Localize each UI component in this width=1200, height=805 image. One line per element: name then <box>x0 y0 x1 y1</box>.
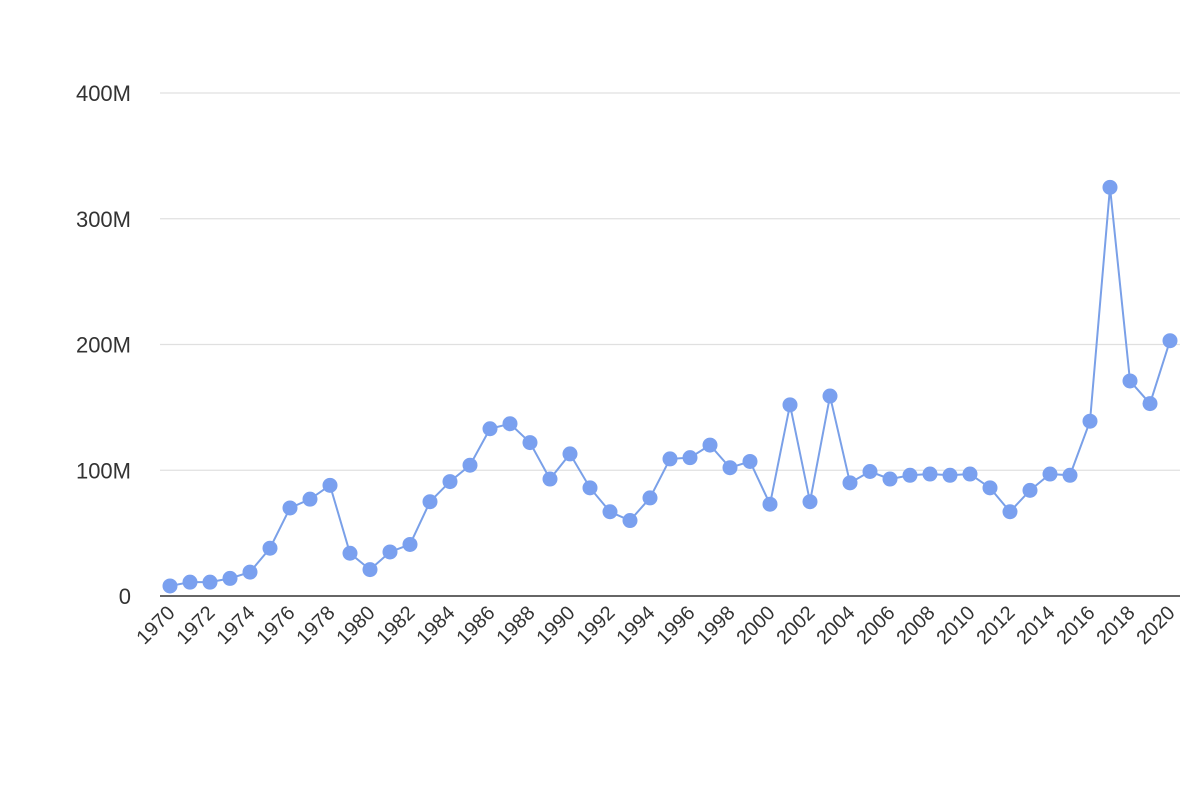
y-tick-label: 0 <box>119 584 131 609</box>
x-tick-label: 2012 <box>973 602 1020 649</box>
data-point-1977[interactable] <box>302 491 318 507</box>
y-tick-label: 400M <box>76 81 131 106</box>
gridlines <box>160 92 1180 471</box>
data-point-2016[interactable] <box>1082 413 1098 429</box>
y-tick-label: 100M <box>76 458 131 483</box>
data-points <box>162 179 1178 594</box>
data-point-1986[interactable] <box>482 421 498 437</box>
data-point-1972[interactable] <box>202 574 218 590</box>
y-axis-tick-labels: 0 100M 200M 300M 400M <box>76 81 131 609</box>
x-tick-label: 1974 <box>213 602 260 649</box>
data-point-2005[interactable] <box>862 464 878 480</box>
data-point-1988[interactable] <box>522 435 538 451</box>
data-point-1971[interactable] <box>182 574 198 590</box>
data-point-1987[interactable] <box>502 416 518 432</box>
x-tick-label: 1988 <box>493 602 540 649</box>
y-tick-label: 300M <box>76 207 131 232</box>
data-point-1983[interactable] <box>422 494 438 510</box>
x-tick-label: 2014 <box>1013 602 1060 649</box>
data-point-2015[interactable] <box>1062 467 1078 483</box>
x-tick-label: 1984 <box>413 602 460 649</box>
data-point-1985[interactable] <box>462 457 478 473</box>
x-tick-label: 2020 <box>1133 602 1180 649</box>
data-point-2014[interactable] <box>1042 466 1058 482</box>
data-point-1995[interactable] <box>662 451 678 467</box>
x-tick-label: 1994 <box>613 602 660 649</box>
data-point-2020[interactable] <box>1162 333 1178 349</box>
x-tick-label: 2000 <box>733 602 780 649</box>
x-tick-label: 2008 <box>893 602 940 649</box>
data-point-1984[interactable] <box>442 474 458 490</box>
x-tick-label: 2002 <box>773 602 820 649</box>
data-point-1999[interactable] <box>742 453 758 469</box>
data-point-1997[interactable] <box>702 437 718 453</box>
data-point-2013[interactable] <box>1022 482 1038 498</box>
data-point-2019[interactable] <box>1142 396 1158 412</box>
data-point-2007[interactable] <box>902 467 918 483</box>
y-tick-label: 200M <box>76 333 131 358</box>
data-point-2003[interactable] <box>822 388 838 404</box>
x-tick-label: 1986 <box>453 602 500 649</box>
data-point-1991[interactable] <box>582 480 598 496</box>
data-point-1970[interactable] <box>162 578 178 594</box>
data-point-2001[interactable] <box>782 397 798 413</box>
x-tick-label: 2004 <box>813 602 860 649</box>
data-point-2017[interactable] <box>1102 179 1118 195</box>
data-point-2008[interactable] <box>922 466 938 482</box>
data-point-1973[interactable] <box>222 570 238 586</box>
data-point-1974[interactable] <box>242 564 258 580</box>
x-tick-label: 1992 <box>573 602 620 649</box>
x-tick-label: 1990 <box>533 602 580 649</box>
x-tick-label: 1980 <box>333 602 380 649</box>
data-point-1982[interactable] <box>402 536 418 552</box>
x-tick-label: 1978 <box>293 602 340 649</box>
x-tick-label: 2016 <box>1053 602 1100 649</box>
data-point-2018[interactable] <box>1122 373 1138 389</box>
x-tick-label: 1982 <box>373 602 420 649</box>
data-point-1976[interactable] <box>282 500 298 516</box>
data-point-1980[interactable] <box>362 562 378 578</box>
x-tick-label: 1972 <box>173 602 220 649</box>
x-tick-label: 2018 <box>1093 602 1140 649</box>
x-tick-label: 2006 <box>853 602 900 649</box>
data-point-1989[interactable] <box>542 471 558 487</box>
data-point-1981[interactable] <box>382 544 398 560</box>
series-line <box>169 187 1171 587</box>
data-point-1992[interactable] <box>602 504 618 520</box>
x-tick-label: 1976 <box>253 602 300 649</box>
data-point-1978[interactable] <box>322 477 338 493</box>
data-point-2006[interactable] <box>882 471 898 487</box>
data-point-1979[interactable] <box>342 545 358 561</box>
data-point-1998[interactable] <box>722 460 738 476</box>
data-point-1994[interactable] <box>642 490 658 506</box>
x-tick-label: 1970 <box>133 602 180 649</box>
data-point-1990[interactable] <box>562 446 578 462</box>
data-point-1996[interactable] <box>682 450 698 466</box>
data-point-2002[interactable] <box>802 494 818 510</box>
data-point-2004[interactable] <box>842 475 858 491</box>
x-tick-label: 1998 <box>693 602 740 649</box>
data-point-2012[interactable] <box>1002 504 1018 520</box>
data-point-2011[interactable] <box>982 480 998 496</box>
x-tick-label: 2010 <box>933 602 980 649</box>
x-axis-tick-labels: 1970197219741976197819801982198419861988… <box>133 602 1180 649</box>
data-point-2009[interactable] <box>942 467 958 483</box>
data-point-2010[interactable] <box>962 466 978 482</box>
data-point-2000[interactable] <box>762 496 778 512</box>
data-point-1993[interactable] <box>622 513 638 529</box>
x-tick-label: 1996 <box>653 602 700 649</box>
data-point-1975[interactable] <box>262 540 278 556</box>
